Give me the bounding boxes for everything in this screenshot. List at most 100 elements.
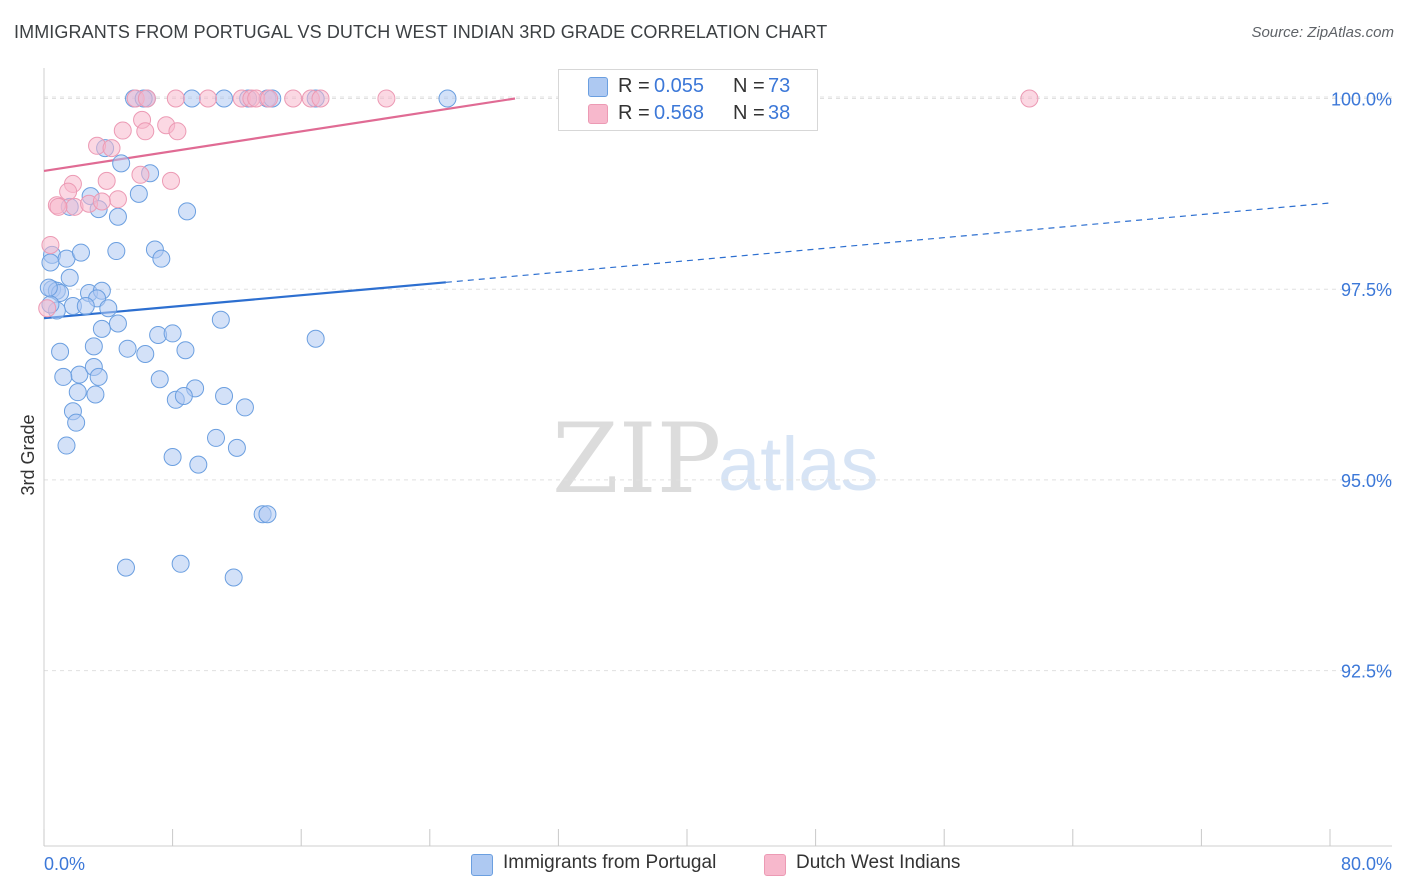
portugal-point [57, 436, 76, 455]
portugal-point [227, 438, 246, 457]
legend-row-portugal: R = 0.055 N = 73 [559, 73, 817, 99]
dutch-west-indian-point [102, 139, 121, 158]
portugal-point [86, 385, 105, 404]
dutch-west-indian-point [136, 122, 155, 141]
dutch-west-indian-point [1020, 89, 1039, 108]
dutch-west-indian-point [113, 121, 132, 140]
legend-n-label: N = [733, 102, 765, 124]
zipatlas-watermark: ZIP atlas [552, 403, 879, 515]
bottom-legend-swatch-dutch-west-indian [764, 854, 786, 876]
portugal-point [215, 89, 234, 108]
watermark-atlas: atlas [718, 422, 879, 507]
portugal-point [163, 448, 182, 466]
portugal-point [112, 154, 131, 173]
portugal-point [116, 558, 135, 577]
legend-n-label: N = [733, 75, 765, 97]
source-label: Source: ZipAtlas.com [1251, 24, 1394, 41]
legend-n-value: 38 [768, 102, 791, 124]
axes [43, 68, 1392, 847]
watermark-zip: ZIP [552, 403, 721, 515]
legend-r-value: 0.055 [654, 75, 705, 97]
dutch-west-indian-point [131, 165, 150, 184]
grid [44, 96, 1392, 672]
portugal-point [118, 339, 137, 358]
dutch-west-indian-point [311, 89, 330, 108]
portugal-point [71, 243, 90, 262]
chart-title: IMMIGRANTS FROM PORTUGAL VS DUTCH WEST I… [14, 22, 828, 42]
portugal-point [60, 268, 79, 287]
portugal-point [189, 455, 208, 474]
dutch-west-indian-point [166, 89, 185, 108]
correlation-legend: R = 0.055 N = 73 R = 0.568 N = 38 [558, 69, 818, 131]
bottom-legend-swatch-portugal [471, 854, 493, 876]
dutch-west-indian-point [108, 190, 127, 209]
portugal-point [176, 341, 195, 360]
portugal-point [235, 398, 254, 417]
portugal-point [51, 342, 70, 361]
legend-n-value: 73 [768, 75, 791, 97]
y-axis-label: 3rd Grade [18, 414, 38, 495]
portugal-point [258, 505, 277, 524]
legend-r-label: R = [618, 75, 650, 97]
portugal-point [207, 428, 226, 447]
dutch-west-indian-point [38, 299, 57, 318]
y-tick-label: 92.5% [1341, 662, 1392, 682]
dutch-west-indian-point [198, 89, 217, 108]
portugal-point [152, 249, 171, 268]
portugal-point [136, 345, 155, 364]
tick-labels: 100.0% 97.5% 95.0% 92.5% 0.0% 80.0% [44, 90, 1392, 874]
portugal-point [178, 202, 197, 221]
portugal-point [76, 296, 95, 315]
legend-r-label: R = [618, 102, 650, 124]
portugal-point [129, 184, 148, 203]
portugal-point [39, 278, 58, 297]
dutch-west-indian-point [284, 89, 303, 108]
data-points [38, 89, 1039, 587]
portugal-point [306, 329, 325, 348]
portugal-point [171, 554, 190, 573]
portugal-point [108, 314, 127, 333]
dutch-west-indian-point [168, 122, 187, 141]
dutch-west-indian-point [41, 235, 60, 254]
bottom-legend-label-portugal: Immigrants from Portugal [503, 852, 717, 873]
portugal-point [107, 242, 126, 261]
dutch-west-indian-point [49, 197, 68, 216]
portugal-point [99, 299, 118, 318]
legend-row-dutch-west-indian: R = 0.568 N = 38 [559, 100, 817, 126]
x-tick-label: 80.0% [1341, 854, 1392, 874]
portugal-point [182, 89, 201, 108]
dutch-west-indian-point [161, 171, 180, 190]
portugal-point [211, 310, 230, 329]
portugal-point [54, 367, 73, 386]
portugal-point [41, 253, 60, 272]
bottom-legend-label-dutch-west-indian: Dutch West Indians [796, 852, 961, 873]
portugal-point [108, 207, 127, 226]
portugal-point [215, 386, 234, 405]
dutch-west-indian-point [260, 89, 279, 108]
portugal-point [84, 337, 103, 356]
portugal-point [89, 367, 108, 386]
portugal-point [67, 413, 86, 432]
portugal-point [224, 568, 243, 587]
y-tick-label: 100.0% [1331, 90, 1392, 110]
portugal-point [150, 370, 169, 389]
dutch-west-indian-point [97, 171, 116, 190]
y-tick-label: 97.5% [1341, 280, 1392, 300]
portugal-point [438, 89, 457, 108]
portugal-trend-extension [445, 202, 1331, 283]
portugal-point [174, 386, 193, 405]
y-tick-label: 95.0% [1341, 471, 1392, 491]
legend-swatch-dutch-west-indian [588, 104, 608, 124]
dutch-west-indian-point [59, 182, 78, 201]
portugal-point [92, 319, 111, 338]
portugal-point [68, 383, 87, 402]
portugal-point [163, 324, 182, 343]
legend-swatch-portugal [588, 77, 608, 97]
dutch-west-indian-point [92, 192, 111, 211]
dutch-west-indian-point [137, 89, 156, 108]
x-tick-label: 0.0% [44, 854, 85, 874]
legend-r-value: 0.568 [654, 102, 705, 124]
dutch-west-indian-point [377, 89, 396, 108]
trend-lines [43, 97, 1331, 320]
